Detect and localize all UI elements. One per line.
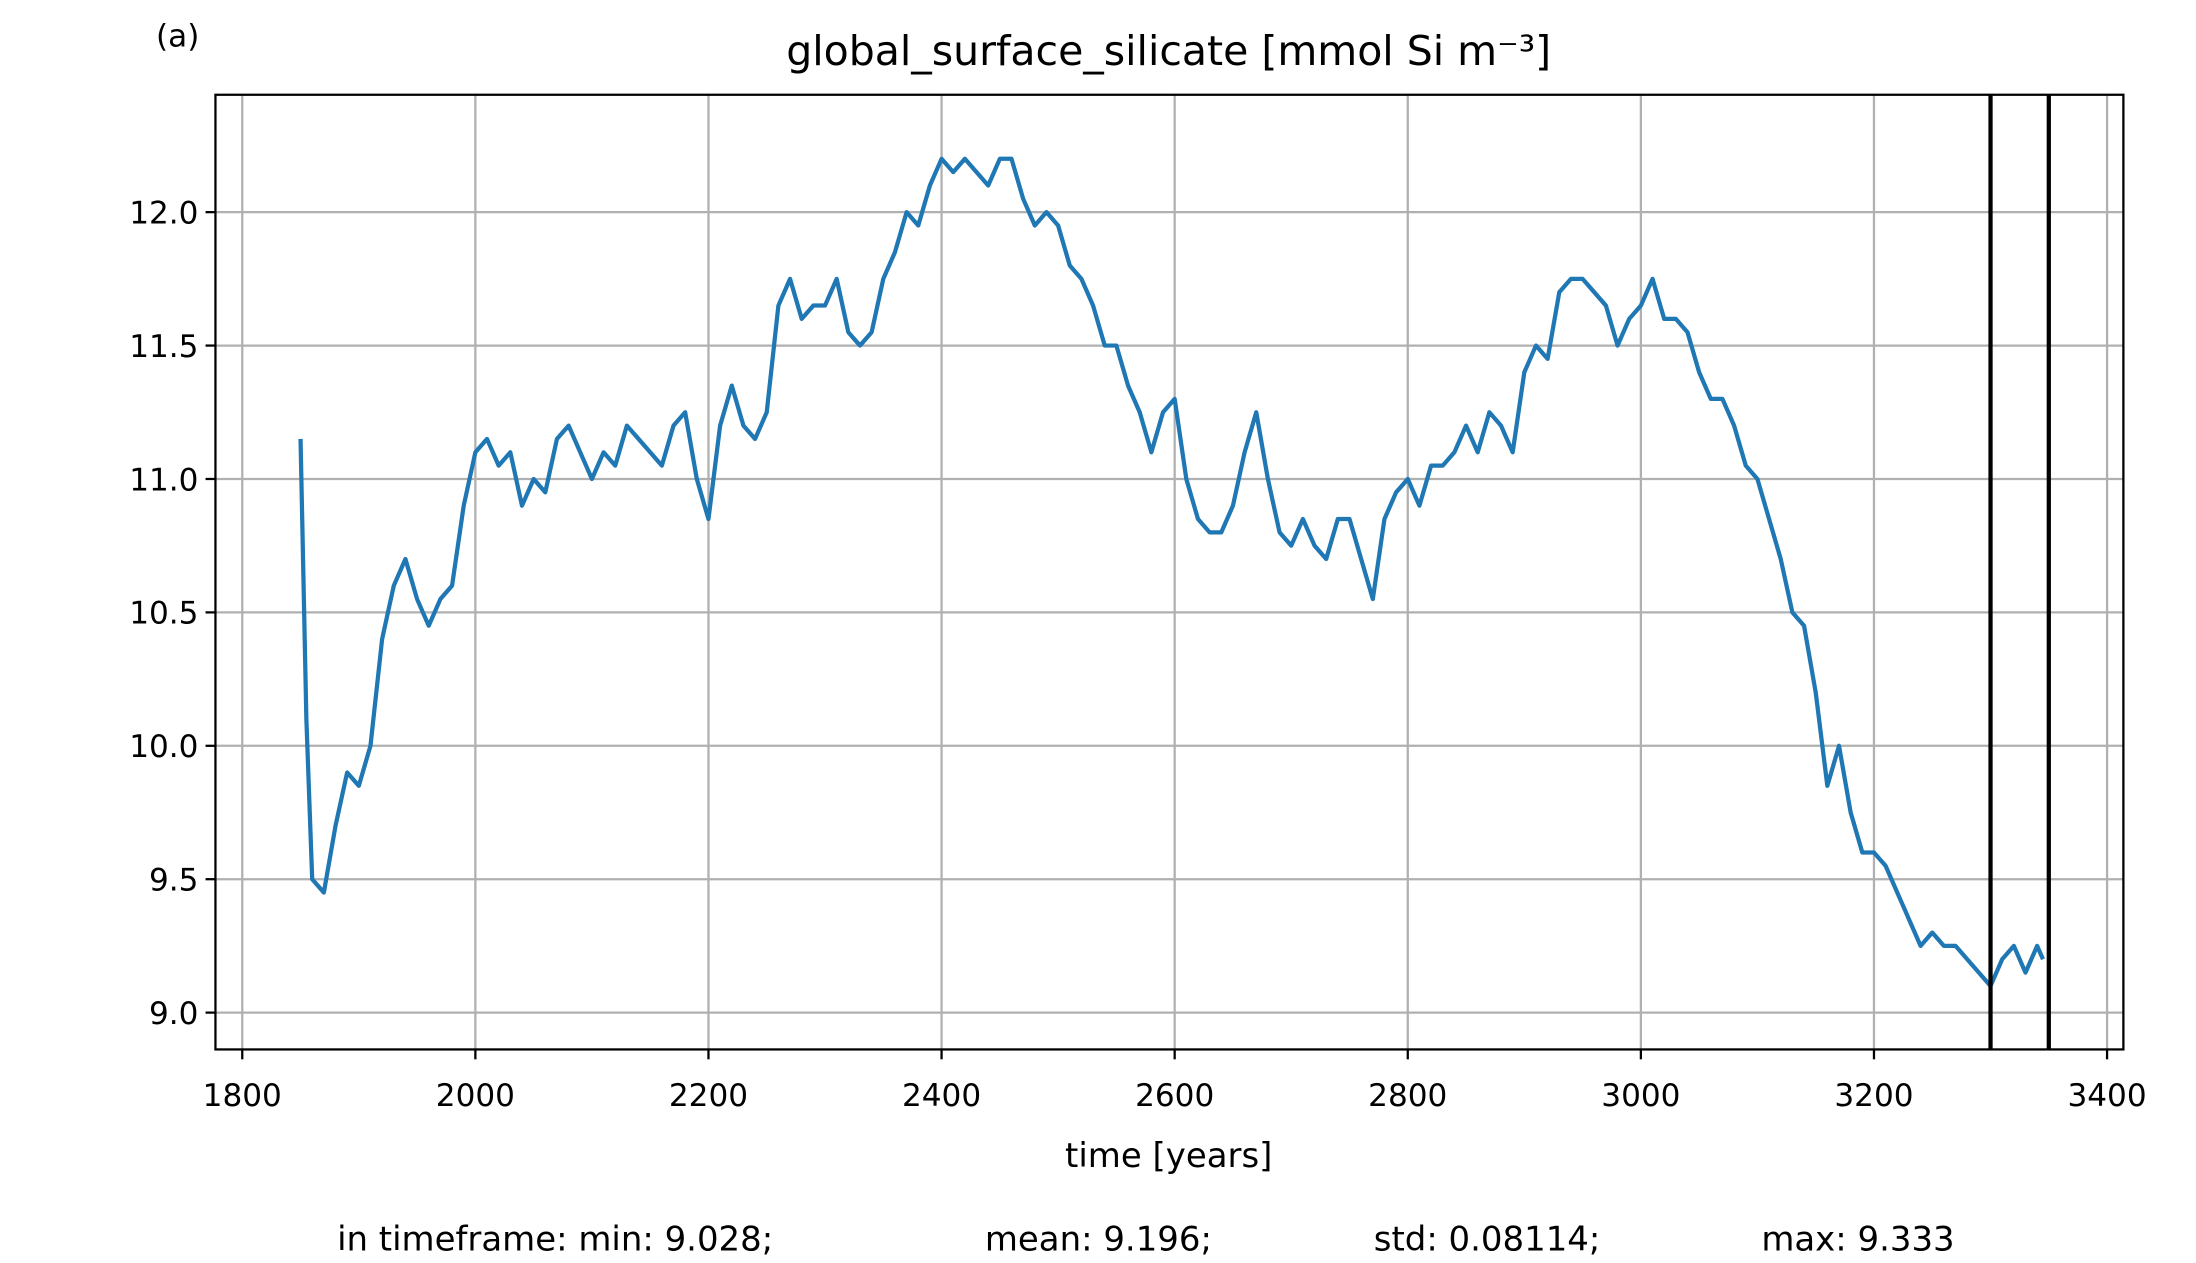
y-tick-label: 9.5	[149, 863, 198, 899]
stat-annotation: in timeframe: min: 9.028;	[337, 1219, 773, 1259]
x-tick-label: 2200	[669, 1078, 748, 1114]
x-tick-label: 2600	[1135, 1078, 1214, 1114]
y-tick-label: 10.0	[129, 729, 198, 765]
y-tick-label: 10.5	[129, 596, 198, 632]
x-tick-label: 1800	[203, 1078, 282, 1114]
y-tick-label: 11.5	[129, 329, 198, 365]
x-tick-label: 3400	[2067, 1078, 2146, 1114]
stat-annotation: mean: 9.196;	[985, 1219, 1212, 1259]
stat-annotation: std: 0.08114;	[1374, 1219, 1601, 1259]
y-tick-label: 9.0	[149, 996, 198, 1032]
x-tick-label: 2400	[902, 1078, 981, 1114]
plot-frame	[214, 93, 2125, 1051]
x-tick-label: 2800	[1368, 1078, 1447, 1114]
stat-annotation: max: 9.333	[1761, 1219, 1954, 1259]
y-tick-label: 11.0	[129, 462, 198, 498]
x-tick-label: 3200	[1834, 1078, 1913, 1114]
data-line	[298, 156, 2045, 989]
x-tick-label: 3000	[1601, 1078, 1680, 1114]
panel-label: (a)	[156, 19, 199, 55]
x-axis-label: time [years]	[1065, 1136, 1272, 1176]
y-tick-label: 12.0	[129, 195, 198, 231]
x-tick-label: 2000	[436, 1078, 515, 1114]
chart-title: global_surface_silicate [mmol Si m⁻³]	[786, 27, 1551, 75]
